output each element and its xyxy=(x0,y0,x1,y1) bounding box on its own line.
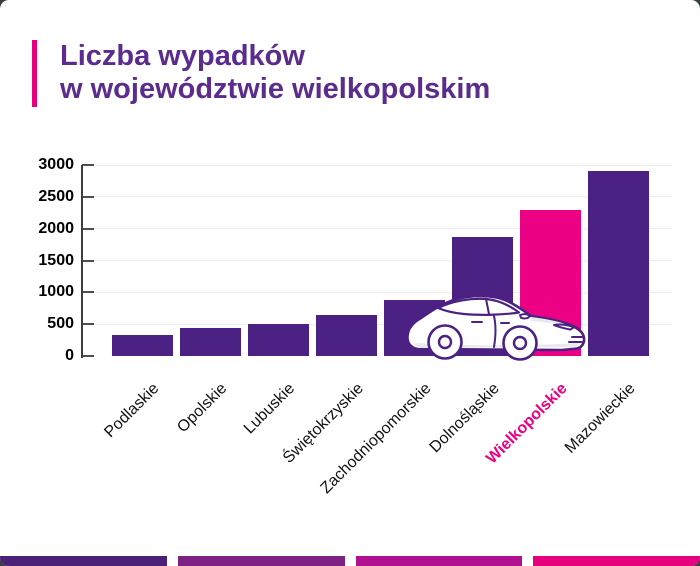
footer-strip-segment xyxy=(533,556,700,566)
y-grid-line xyxy=(82,196,672,198)
page-title: Liczba wypadków w województwie wielkopol… xyxy=(60,40,490,107)
y-tick-label: 500 xyxy=(47,315,74,333)
y-tick xyxy=(82,355,94,357)
y-tick xyxy=(82,323,94,326)
y-tick xyxy=(82,195,94,198)
footer-strip-segment xyxy=(0,556,167,566)
y-tick-label: 3000 xyxy=(38,156,74,173)
footer-strip xyxy=(0,556,700,566)
y-grid-line xyxy=(82,228,672,230)
y-grid-line xyxy=(82,260,672,261)
y-tick-label: 1500 xyxy=(38,251,74,269)
y-tick-label: 2000 xyxy=(38,219,74,237)
y-tick xyxy=(82,164,94,166)
x-axis-label-podlaskie: Podlaskie xyxy=(101,380,163,442)
x-axis-label-lubuskie: Lubuskie xyxy=(241,380,299,438)
footer-strip-segment xyxy=(355,556,523,566)
x-axis-label-mazowieckie: Mazowieckie xyxy=(561,380,639,457)
x-axis-label-opolskie: Opolskie xyxy=(174,380,231,437)
title-accent-bar xyxy=(32,40,37,107)
y-tick xyxy=(82,291,94,294)
x-axis-label-zachodniopomorskie: Zachodniopomorskie xyxy=(317,380,435,498)
y-tick-label: 2500 xyxy=(38,187,74,205)
y-tick xyxy=(82,259,94,262)
car-icon xyxy=(406,294,586,361)
page-title-line2: w województwie wielkopolskim xyxy=(60,73,491,105)
bar-podlaskie xyxy=(112,334,173,356)
y-grid-line xyxy=(82,323,672,325)
bar-mazowieckie xyxy=(588,171,649,356)
bar-swietokrzyskie xyxy=(316,314,377,356)
bar-lubuskie xyxy=(248,324,309,356)
y-tick-label: 1000 xyxy=(38,283,74,301)
y-grid-line xyxy=(82,291,672,293)
footer-strip-segment xyxy=(177,556,345,566)
y-tick xyxy=(82,227,94,230)
y-axis-line xyxy=(81,165,83,358)
title-block: Liczba wypadków w województwie wielkopol… xyxy=(32,40,490,107)
page-title-line1: Liczba wypadków xyxy=(60,40,305,72)
y-tick-label: 0 xyxy=(65,347,74,364)
y-grid-line xyxy=(82,164,672,166)
bar-opolskie xyxy=(180,327,241,356)
